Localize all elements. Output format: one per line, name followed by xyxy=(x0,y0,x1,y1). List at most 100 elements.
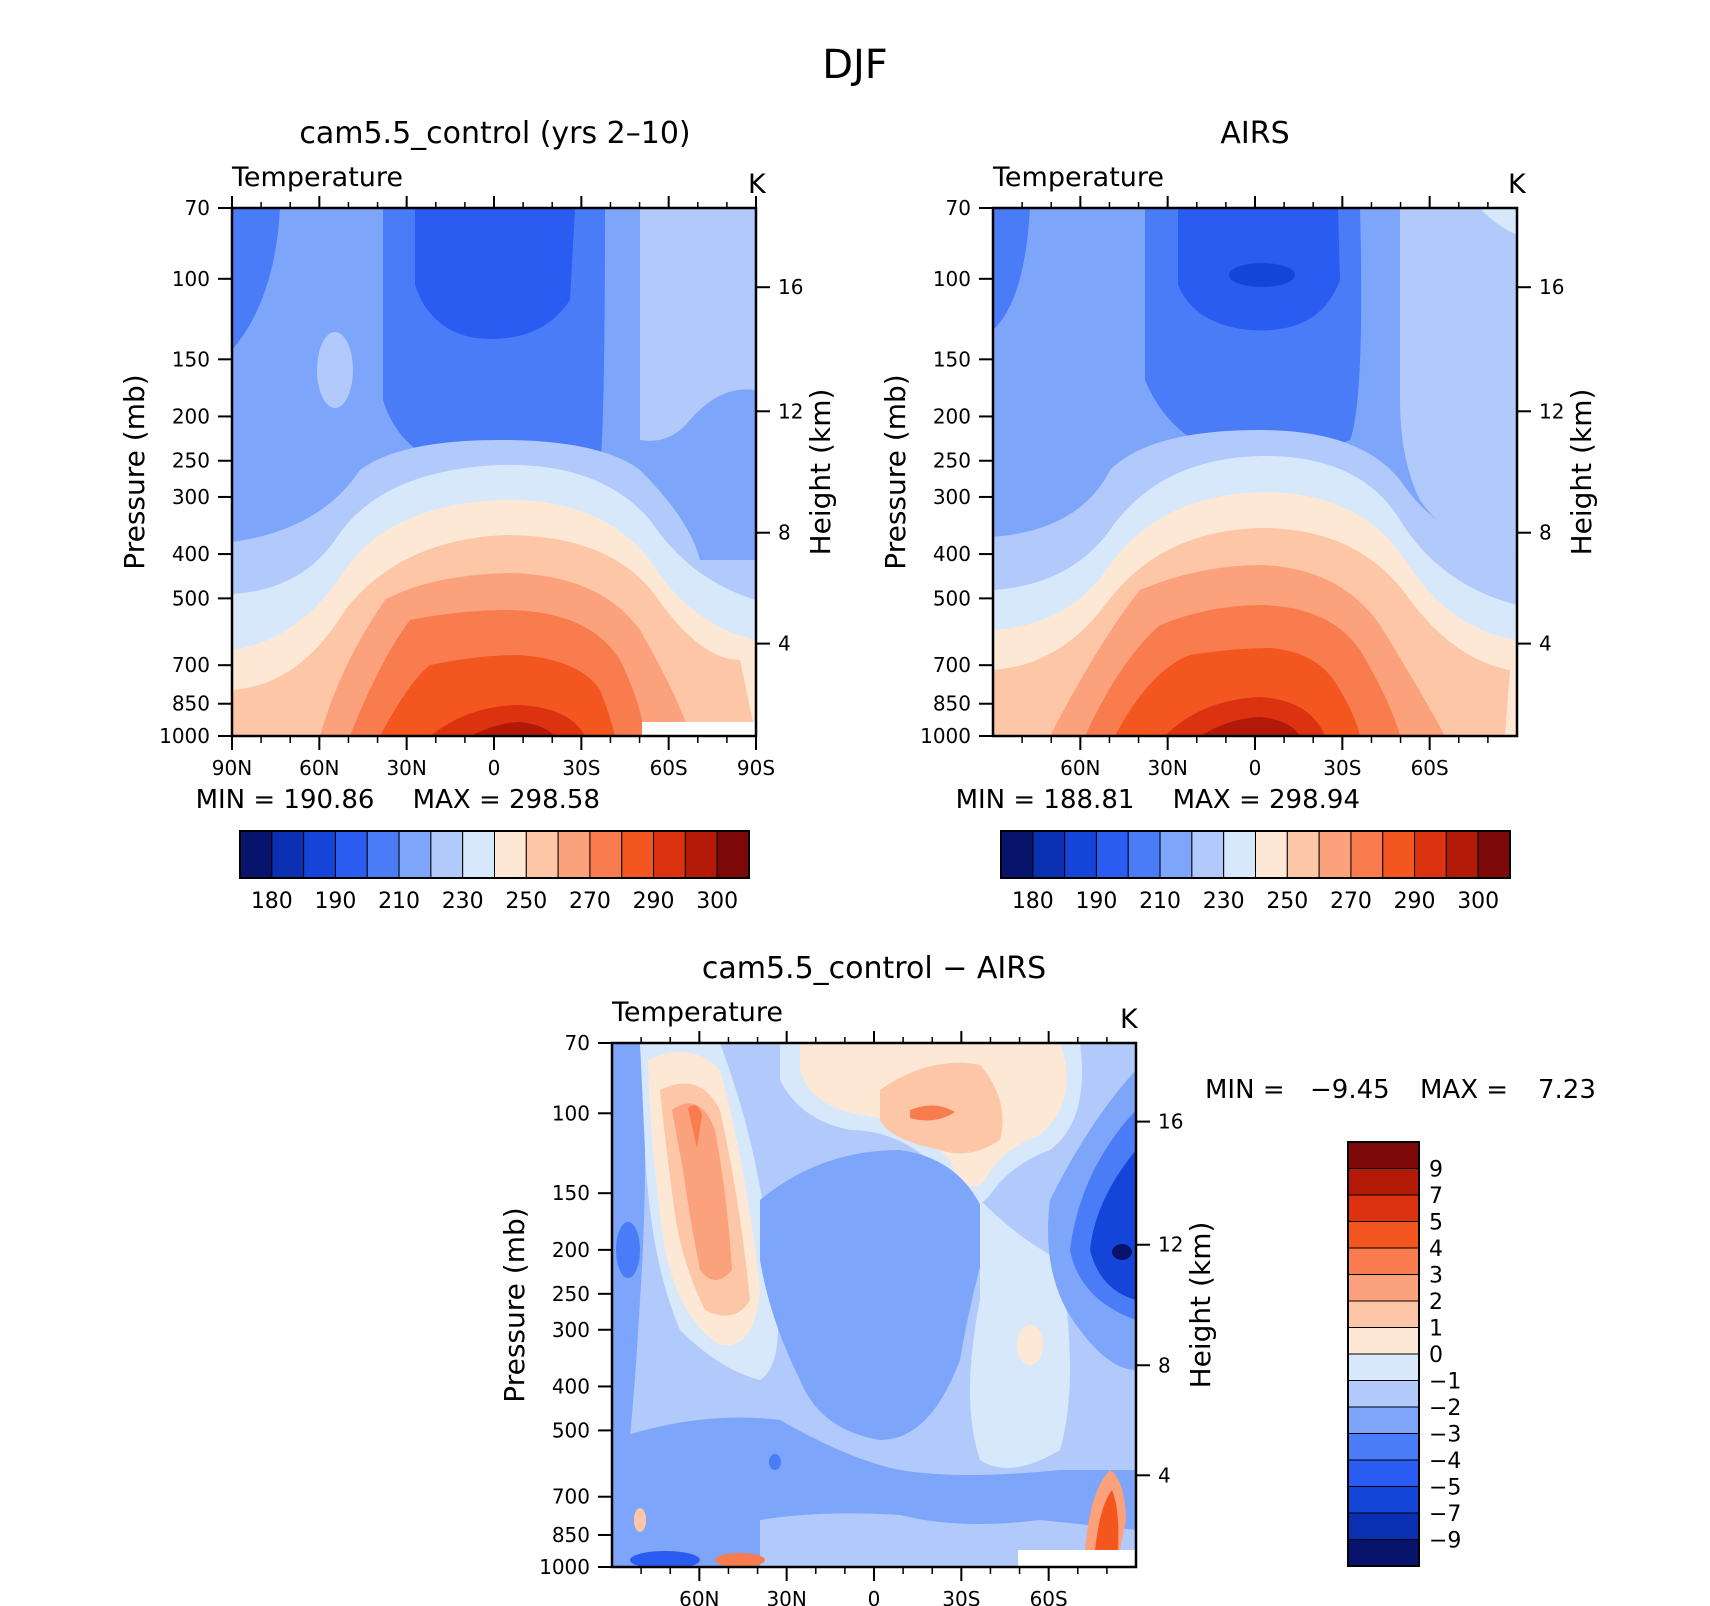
colorbar-label: 3 xyxy=(1429,1264,1443,1289)
colorbar-swatch xyxy=(1350,830,1384,879)
colorbar-label: 290 xyxy=(633,889,675,914)
x-tick-label: 30N xyxy=(766,1587,806,1606)
colorbar-swatch xyxy=(494,830,527,879)
y-axis-title: Pressure (mb) xyxy=(879,374,912,569)
y-tick-label: 250 xyxy=(552,1282,590,1306)
contour-band xyxy=(688,1105,702,1148)
x-tick-label: 60S xyxy=(1411,756,1449,780)
colorbar-swatch xyxy=(1347,1247,1420,1275)
colorbar-swatch xyxy=(1347,1406,1420,1434)
contour-band xyxy=(317,332,353,408)
y-tick-label: 150 xyxy=(933,347,971,371)
contour-band xyxy=(415,208,575,339)
colorbar-label: −4 xyxy=(1429,1449,1461,1474)
y-tick-label: 1000 xyxy=(539,1555,590,1579)
y-tick-label: 250 xyxy=(172,449,210,473)
missing-data xyxy=(1018,1550,1136,1567)
colorbar-swatch xyxy=(1347,1539,1420,1567)
colorbar-label: 2 xyxy=(1429,1290,1443,1315)
units-label: K xyxy=(748,169,767,200)
y-tick-label: 500 xyxy=(172,586,210,610)
contour-field xyxy=(612,1043,1136,1567)
y-tick-label: 1000 xyxy=(920,724,971,748)
y-tick-label: 150 xyxy=(552,1181,590,1205)
contour-band xyxy=(715,1553,765,1567)
height-tick-label: 16 xyxy=(778,275,803,299)
y-tick-label: 200 xyxy=(552,1238,590,1262)
y-tick-label: 100 xyxy=(552,1101,590,1125)
contour-band xyxy=(616,1222,640,1278)
y-tick-label: 70 xyxy=(185,196,210,220)
contour-band xyxy=(630,1551,700,1567)
max-label: MAX = xyxy=(1420,1075,1508,1105)
colorbar-label: 230 xyxy=(1203,889,1245,914)
panel-model: cam5.5_control (yrs 2–10) Temperature K xyxy=(118,116,837,914)
max-label: MAX = 298.94 xyxy=(1173,785,1360,815)
height-tick-label: 8 xyxy=(1158,1353,1171,1377)
y-tick-label: 100 xyxy=(933,267,971,291)
colorbar-label: −1 xyxy=(1429,1370,1461,1395)
height-tick-label: 8 xyxy=(778,521,791,545)
colorbar-swatch xyxy=(398,830,432,879)
colorbar-swatch xyxy=(1286,830,1320,879)
height-tick-label: 12 xyxy=(1158,1233,1183,1257)
min-max-label: MIN = 188.81 MAX = 298.94 xyxy=(956,785,1360,815)
x-tick-label: 30S xyxy=(1323,756,1361,780)
max-label: MAX = 298.58 xyxy=(413,785,600,815)
min-value: −9.45 xyxy=(1310,1075,1390,1105)
colorbar-swatch xyxy=(1414,830,1447,879)
contour-band xyxy=(640,208,756,441)
contour-band xyxy=(769,1454,781,1470)
colorbar-swatch xyxy=(716,830,750,879)
contour-band xyxy=(993,208,1030,330)
colorbar-swatch xyxy=(1347,1221,1420,1249)
x-tick-label: 30S xyxy=(942,1587,980,1606)
colorbar-frame xyxy=(239,830,750,879)
colorbar-swatch xyxy=(1347,1486,1420,1514)
colorbar-swatch xyxy=(1347,1194,1420,1222)
contour-band xyxy=(1400,208,1517,555)
contour-band xyxy=(1480,208,1517,235)
contour-band xyxy=(1229,263,1295,287)
y-tick-label: 150 xyxy=(172,347,210,371)
y-tick-label: 850 xyxy=(172,692,210,716)
panel-title: AIRS xyxy=(1220,116,1289,151)
min-max-label: MIN = 190.86 MAX = 298.58 xyxy=(196,785,600,815)
colorbar-swatch xyxy=(653,830,686,879)
x-tick-label: 60N xyxy=(1060,756,1100,780)
contour-band xyxy=(232,208,280,350)
units-label: K xyxy=(1120,1004,1139,1035)
panel-obs: AIRS Temperature K 70 100 150 200 250 300 400 5… xyxy=(879,116,1598,914)
x-tick-label: 60S xyxy=(650,756,688,780)
contour-band xyxy=(634,1508,646,1532)
x-tick-label: 30N xyxy=(1147,756,1187,780)
colorbar-swatch xyxy=(1095,830,1129,879)
colorbar-swatch xyxy=(525,830,559,879)
contour-band xyxy=(910,1105,955,1121)
colorbar-label: 5 xyxy=(1429,1211,1443,1236)
y-tick-label: 400 xyxy=(172,542,210,566)
colorbar-label: −2 xyxy=(1429,1396,1461,1421)
colorbar: 180 190 210 230 250 270 290 300 xyxy=(239,830,750,914)
height-tick-label: 16 xyxy=(1158,1110,1183,1134)
colorbar-label: 9 xyxy=(1429,1158,1443,1183)
height-tick-label: 12 xyxy=(778,399,803,423)
y-tick-label: 250 xyxy=(933,449,971,473)
x-tick-label: 90N xyxy=(212,756,252,780)
colorbar-label: 210 xyxy=(378,889,420,914)
colorbar-frame xyxy=(1000,830,1511,879)
colorbar-swatch xyxy=(1127,830,1161,879)
colorbar-swatch xyxy=(621,830,655,879)
contour-band xyxy=(1112,1244,1132,1260)
colorbar-label: 300 xyxy=(696,889,738,914)
colorbar-label: 0 xyxy=(1429,1343,1443,1368)
colorbar-swatch xyxy=(1347,1380,1420,1408)
colorbar-swatch xyxy=(1347,1168,1420,1196)
colorbar-label: 180 xyxy=(251,889,293,914)
max-value: 7.23 xyxy=(1538,1075,1596,1105)
colorbar-swatch xyxy=(1477,830,1511,879)
x-tick-label: 60N xyxy=(679,1587,719,1606)
colorbar-swatch xyxy=(1000,830,1034,879)
colorbar-label: 290 xyxy=(1394,889,1436,914)
